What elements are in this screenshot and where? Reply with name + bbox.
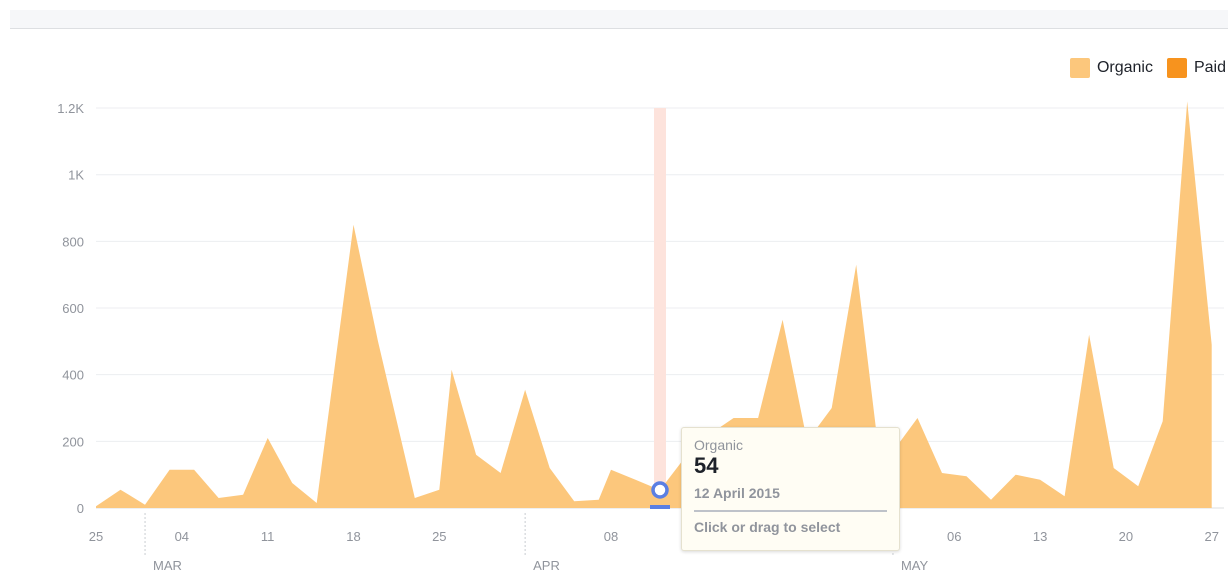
month-label-2: MAY: [901, 558, 929, 573]
tooltip-date: 12 April 2015: [694, 485, 780, 501]
panel-header-bar: [10, 10, 1228, 29]
hover-marker: [650, 481, 670, 509]
month-label-1: APR: [533, 558, 560, 573]
x-tick-label-9: 27: [1205, 529, 1219, 544]
hover-baseline-tick: [650, 505, 670, 509]
y-tick-label-0: 0: [77, 501, 84, 516]
tooltip-divider: [694, 510, 887, 512]
chart-legend: Organic Paid: [1069, 58, 1226, 78]
x-tick-label-4: 25: [432, 529, 446, 544]
y-tick-label-6: 1.2K: [57, 101, 84, 116]
chart-tooltip: Organic 54 12 April 2015 Click or drag t…: [681, 427, 900, 551]
y-tick-label-5: 1K: [68, 168, 84, 183]
legend-item-paid[interactable]: Paid: [1166, 58, 1226, 78]
y-tick-label-3: 600: [62, 301, 84, 316]
legend-label-paid: Paid: [1193, 59, 1226, 76]
tooltip-hint[interactable]: Click or drag to select: [694, 519, 841, 535]
tooltip-series-name: Organic: [694, 437, 744, 453]
x-tick-label-0: 25: [89, 529, 103, 544]
legend-label-organic: Organic: [1096, 59, 1153, 76]
series-area-organic: [96, 101, 1212, 509]
hover-point[interactable]: [651, 481, 669, 499]
x-tick-label-2: 11: [261, 529, 275, 544]
x-tick-label-1: 04: [175, 529, 189, 544]
y-tick-label-4: 800: [62, 234, 84, 249]
month-label-0: MAR: [153, 558, 182, 573]
series-areas: [96, 101, 1212, 509]
legend-item-organic[interactable]: Organic: [1069, 58, 1153, 78]
legend-swatch-paid: [1166, 58, 1187, 78]
x-tick-label-3: 18: [346, 529, 360, 544]
x-tick-label-8: 20: [1119, 529, 1133, 544]
hover-band: [654, 108, 666, 508]
x-tick-label-7: 13: [1033, 529, 1047, 544]
hover-band-rect: [654, 108, 666, 508]
x-tick-label-6: 06: [947, 529, 961, 544]
y-tick-label-1: 200: [62, 434, 84, 449]
legend-swatch-organic: [1069, 58, 1090, 78]
x-tick-label-5: 08: [604, 529, 618, 544]
tooltip-value: 54: [694, 453, 719, 478]
y-tick-label-2: 400: [62, 368, 84, 383]
